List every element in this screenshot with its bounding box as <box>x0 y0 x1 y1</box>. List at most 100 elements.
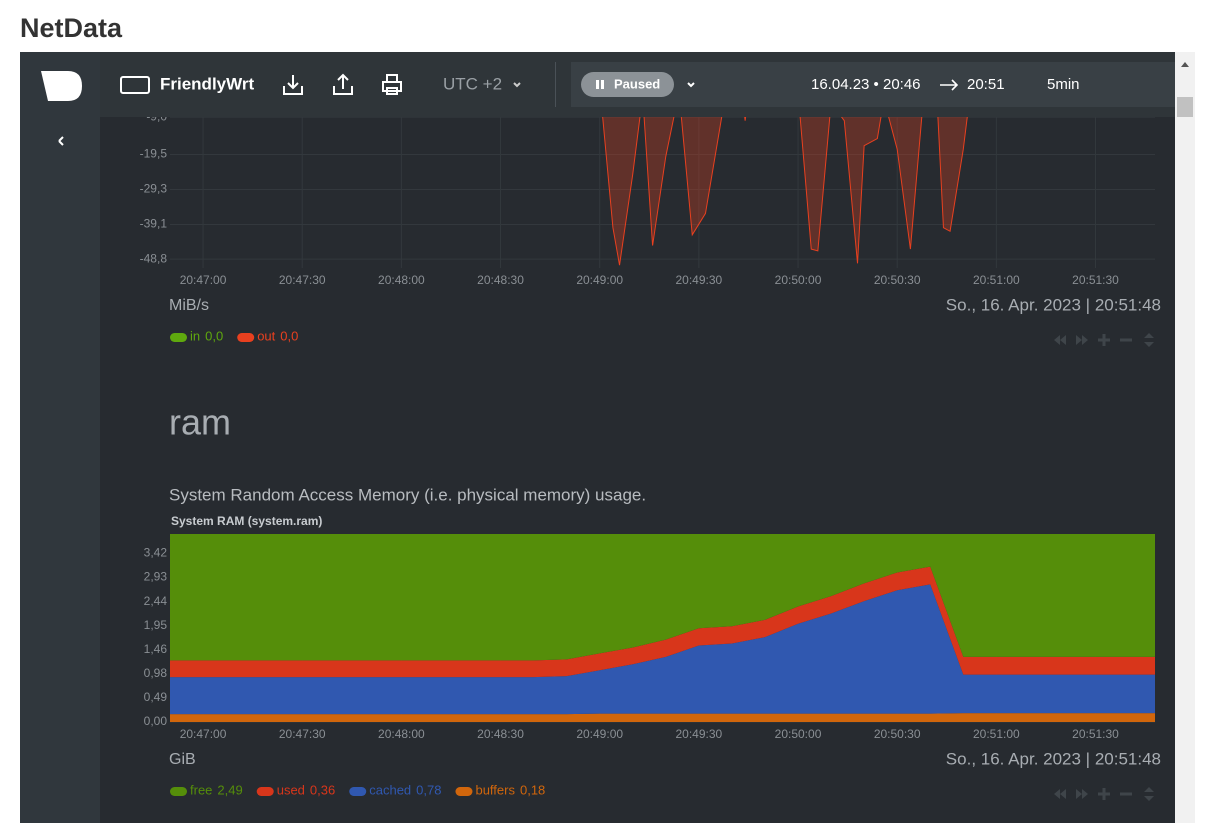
x-tick-label: 20:48:30 <box>477 273 524 287</box>
nav-left[interactable] <box>1054 335 1066 345</box>
resize[interactable] <box>1144 787 1154 801</box>
zoom-in[interactable] <box>1098 788 1110 800</box>
chart: -9,0-19,5-29,3-39,1-48,820:47:0020:47:30… <box>140 85 1161 347</box>
plot-area <box>170 85 1155 266</box>
series-area <box>170 713 1155 722</box>
chart: System RAM (system.ram) 0,00 0,49 0,98 1,46 1… <box>144 514 1161 801</box>
toolbar-icons <box>283 73 402 95</box>
x-tick-label: 20:49:30 <box>675 273 722 287</box>
nav-left[interactable] <box>1054 789 1066 799</box>
x-tick-label: 20:50:30 <box>874 727 921 741</box>
scroll-thumb[interactable] <box>1177 97 1193 117</box>
x-tick-label: 20:49:00 <box>576 727 623 741</box>
plot-area <box>170 534 1155 722</box>
range-duration: 5min <box>1047 76 1080 93</box>
legend-swatch[interactable] <box>170 333 187 342</box>
x-tick-label: 20:51:00 <box>973 273 1020 287</box>
charts: -9,0-19,5-29,3-39,1-48,820:47:0020:47:30… <box>140 85 1161 801</box>
nav-right[interactable] <box>1076 789 1088 799</box>
pause-bar <box>601 80 604 89</box>
nav-right[interactable] <box>1076 335 1088 345</box>
y-tick-label: -39,1 <box>140 217 168 231</box>
series-area <box>170 584 1155 715</box>
legend-value: 0,36 <box>310 782 335 797</box>
download-icon[interactable] <box>283 75 303 95</box>
x-tick-label: 20:48:00 <box>378 273 425 287</box>
status: Paused <box>614 76 660 91</box>
series-area <box>170 534 1155 661</box>
x-tick-label: 20:50:00 <box>775 727 822 741</box>
y-tick-label: -19,5 <box>140 147 168 161</box>
sidebar-expand[interactable] <box>58 136 64 146</box>
legend-swatch[interactable] <box>237 333 255 342</box>
y-tick-label: 0,49 <box>144 690 168 704</box>
x-tick-label: 20:50:30 <box>874 273 921 287</box>
scrollbar[interactable] <box>1175 52 1195 823</box>
x-tick-label: 20:48:00 <box>378 727 425 741</box>
y-tick-label: 2,44 <box>144 594 168 608</box>
x-tick-label: 20:47:00 <box>180 727 227 741</box>
legend-value: 0,0 <box>205 328 223 343</box>
timezone-caret[interactable] <box>513 82 521 88</box>
legend-value: 2,49 <box>217 782 242 797</box>
chart-title: System RAM (system.ram) <box>171 514 322 528</box>
timestamp: So., 16. Apr. 2023 | 20:51:48 <box>946 749 1161 768</box>
legend-name[interactable]: cached <box>369 782 411 797</box>
series-area <box>170 566 1155 678</box>
legend-name[interactable]: in <box>190 328 200 343</box>
legend-value: 0,0 <box>280 328 298 343</box>
units: GiB <box>169 751 196 768</box>
scroll-up[interactable] <box>1181 62 1189 67</box>
zoom-in[interactable] <box>1098 334 1110 346</box>
x-tick-label: 20:51:30 <box>1072 273 1119 287</box>
x-tick-label: 20:49:30 <box>675 727 722 741</box>
legend-value: 0,18 <box>520 782 545 797</box>
resize[interactable] <box>1144 333 1154 347</box>
print-icon[interactable] <box>382 74 402 95</box>
legend-name[interactable]: out <box>257 328 275 343</box>
y-tick-label: 0,00 <box>144 714 168 728</box>
range-end: 20:51 <box>967 76 1005 93</box>
host-name[interactable]: FriendlyWrt <box>160 74 254 93</box>
y-tick-label: 0,98 <box>144 666 168 680</box>
legend-swatch[interactable] <box>455 787 473 796</box>
timezone[interactable]: UTC +2 <box>443 74 502 93</box>
upload-icon[interactable] <box>333 73 353 95</box>
logo[interactable] <box>41 71 82 101</box>
status-caret[interactable] <box>687 82 695 88</box>
timestamp: So., 16. Apr. 2023 | 20:51:48 <box>946 295 1161 314</box>
legend-swatch[interactable] <box>349 787 367 796</box>
y-tick-label: -29,3 <box>140 182 168 196</box>
x-tick-label: 20:49:00 <box>576 273 623 287</box>
x-tick-label: 20:47:30 <box>279 727 326 741</box>
y-tick-label: 3,42 <box>144 545 168 559</box>
legend-name[interactable]: free <box>190 782 212 797</box>
legend-swatch[interactable] <box>170 787 187 796</box>
x-tick-label: 20:47:00 <box>180 273 227 287</box>
host-icon <box>120 76 150 94</box>
x-tick-label: 20:51:30 <box>1072 727 1119 741</box>
x-tick-label: 20:48:30 <box>477 727 524 741</box>
legend-name[interactable]: used <box>277 782 305 797</box>
range-arrow <box>940 79 959 91</box>
sidebar <box>20 52 100 823</box>
y-tick-label: 2,93 <box>144 570 168 584</box>
range-start: 16.04.23 • 20:46 <box>811 76 921 93</box>
legend-value: 0,78 <box>416 782 441 797</box>
toolbar-divider <box>555 62 556 107</box>
x-tick-label: 20:47:30 <box>279 273 326 287</box>
section-description: System Random Access Memory (i.e. physic… <box>169 485 646 504</box>
units: MiB/s <box>169 297 209 314</box>
y-tick-label: 1,95 <box>144 618 168 632</box>
legend-name[interactable]: buffers <box>475 782 515 797</box>
paused-pill[interactable] <box>581 72 674 97</box>
series-area <box>170 85 1155 266</box>
y-tick-label: 1,46 <box>144 642 168 656</box>
page-title: NetData <box>20 13 123 43</box>
x-tick-label: 20:50:00 <box>775 273 822 287</box>
legend-swatch[interactable] <box>256 787 274 796</box>
y-tick-label: -48,8 <box>140 251 168 265</box>
section-title: ram <box>169 402 231 443</box>
